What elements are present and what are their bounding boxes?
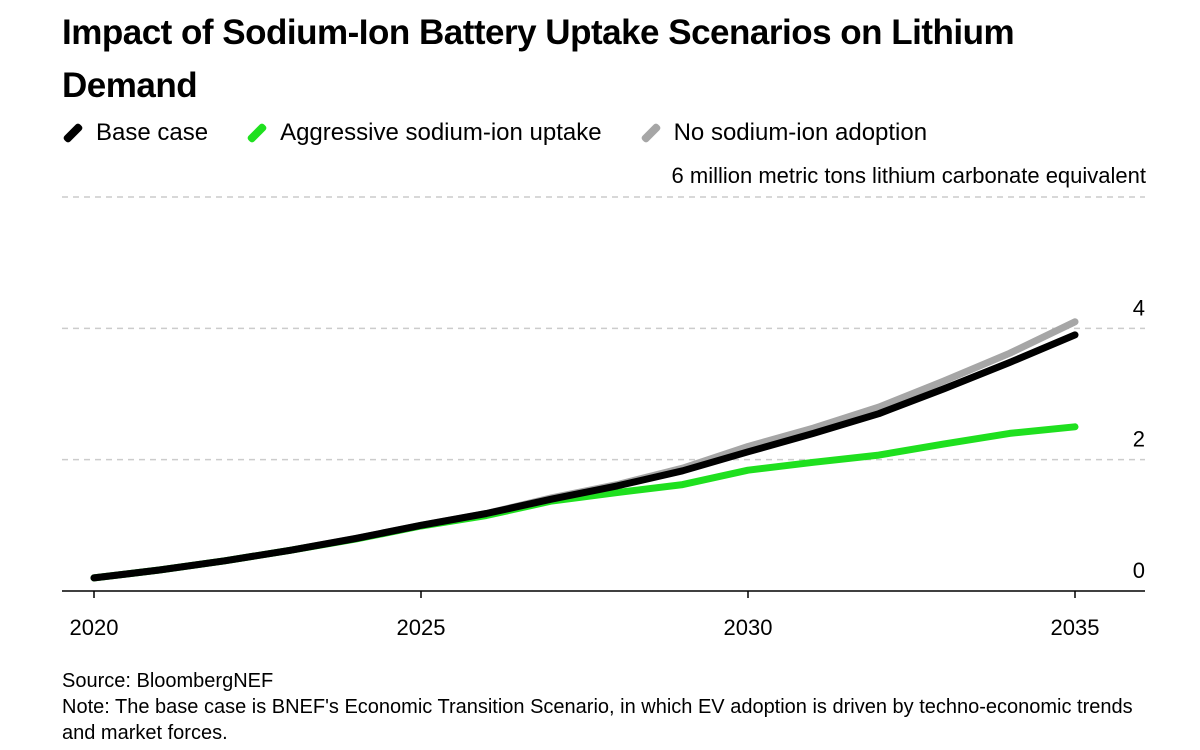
y-tick-label-2: 2	[1133, 427, 1145, 452]
y-tick-label-0: 0	[1133, 558, 1145, 583]
chart-footer: Source: BloombergNEF Note: The base case…	[62, 668, 1162, 746]
legend-label-no-adoption: No sodium-ion adoption	[673, 119, 928, 146]
legend: Base case Aggressive sodium-ion uptake N…	[62, 116, 965, 150]
legend-label-aggressive: Aggressive sodium-ion uptake	[280, 119, 602, 146]
chart-title: Impact of Sodium-Ion Battery Uptake Scen…	[62, 13, 1015, 105]
source-note: Source: BloombergNEF	[62, 670, 274, 692]
y-tick-label-4: 4	[1133, 295, 1145, 320]
legend-label-base-case: Base case	[96, 119, 209, 146]
gridlines	[62, 196, 1145, 461]
series-lines	[90, 318, 1079, 582]
legend-item-no-adoption: No sodium-ion adoption	[639, 119, 928, 147]
legend-item-base-case: Base case	[62, 119, 208, 147]
x-tick-label-2030: 2030	[724, 615, 773, 640]
x-tick-label-2035: 2035	[1051, 615, 1100, 640]
legend-item-aggressive: Aggressive sodium-ion uptake	[246, 119, 602, 147]
x-tick-label-2020: 2020	[70, 615, 119, 640]
methodology-note: Note: The base case is BNEF's Economic T…	[62, 696, 1133, 744]
series-line-base-case	[90, 331, 1079, 582]
x-tick-label-2025: 2025	[397, 615, 446, 640]
y-axis-unit-label: 6 million metric tons lithium carbonate …	[672, 163, 1146, 188]
y-axis-ticks: 0 2 4 6 million metric tons lithium carbona…	[672, 163, 1146, 583]
x-axis-ticks: 2020 2025 2030 2035	[70, 591, 1100, 640]
